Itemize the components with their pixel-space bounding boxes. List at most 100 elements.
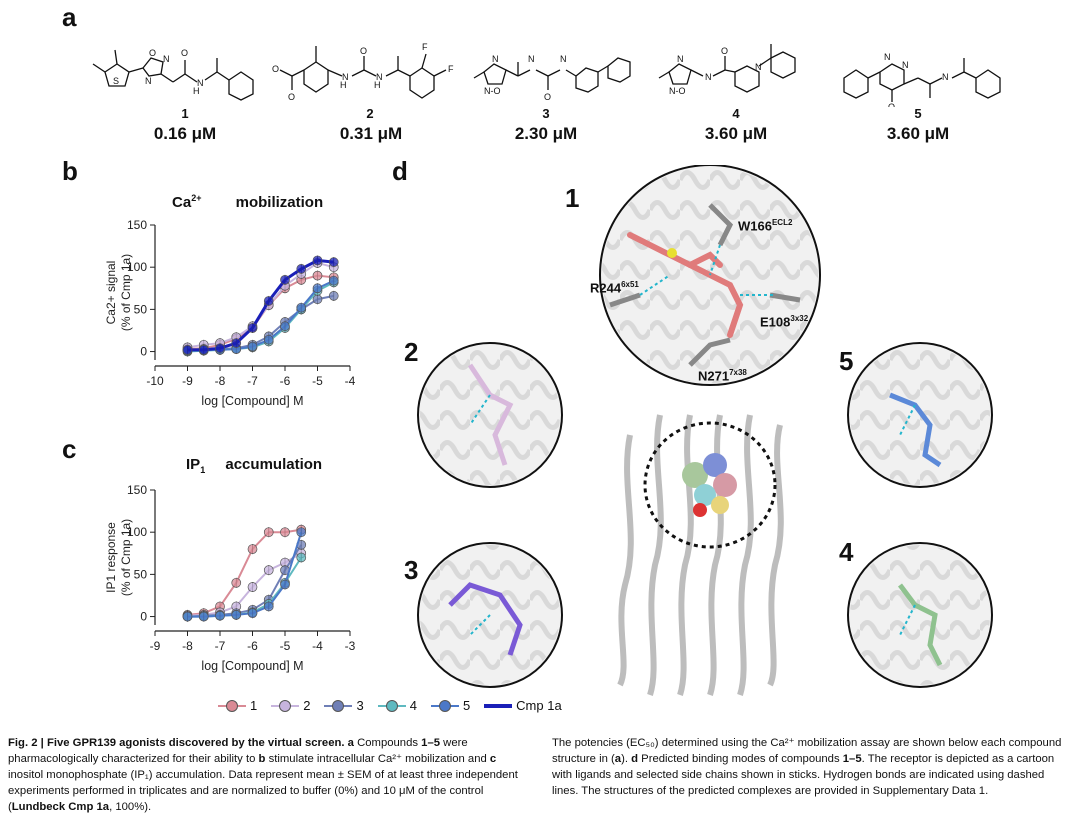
svg-text:N-O: N-O	[669, 86, 686, 96]
compound-2-label: 2	[366, 106, 374, 121]
y-tick-label: 50	[134, 567, 148, 581]
legend-label: 2	[303, 698, 311, 713]
chart-legend: 1 2 3 4 5 Cmp 1a	[218, 698, 562, 713]
caption-right: The potencies (EC₅₀) determined using th…	[552, 737, 1062, 797]
series-0-5-point	[328, 257, 339, 267]
compound-4-label: 4	[732, 106, 740, 121]
svg-text:N: N	[342, 72, 349, 82]
svg-text:N: N	[145, 76, 152, 86]
series-1-1-point	[247, 582, 258, 592]
y-axis-label-line1: IP1 response	[104, 522, 118, 593]
svg-text:N: N	[528, 54, 535, 64]
chart-c-title-sub: 1	[200, 465, 206, 475]
svg-text:F: F	[422, 42, 428, 52]
svg-text:N: N	[942, 72, 949, 82]
series-0-5-point	[231, 338, 242, 348]
complex-4-label: 4	[839, 537, 854, 567]
complex-1-label: 1	[565, 183, 580, 213]
series-1-4-point	[215, 610, 225, 621]
y-tick-label: 100	[127, 260, 147, 274]
legend-item: 2	[271, 698, 310, 713]
svg-text:N: N	[560, 54, 567, 64]
x-tick-label: -4	[345, 374, 356, 388]
series-1-4-point	[198, 611, 209, 622]
svg-text:N-O: N-O	[484, 86, 501, 96]
legend-symbol	[430, 699, 459, 712]
chart-b-title: Ca2+ mobilization	[172, 193, 323, 211]
compound-5-potency: 3.60 μM	[886, 124, 950, 143]
svg-text:N: N	[902, 60, 909, 70]
x-axis-label: log [Compound] M	[201, 659, 303, 673]
residue-r244: R2446x51	[590, 280, 639, 296]
caption-left: Fig. 2 | Five GPR139 agonists discovered…	[8, 737, 518, 813]
receptor-cartoon	[617, 414, 784, 696]
series-1-0-point	[263, 527, 274, 538]
svg-text:N: N	[884, 52, 891, 62]
residue-w166: W166ECL2	[738, 218, 793, 234]
series-0-5-point	[263, 296, 274, 306]
svg-text:H: H	[193, 86, 200, 96]
molecule-1-structure: S O N N O H N	[92, 48, 254, 101]
complex-2-label: 2	[404, 337, 419, 367]
legend-symbol	[324, 699, 353, 712]
y-tick-label: 150	[127, 218, 147, 232]
residue-n271: N2717x38	[698, 368, 747, 384]
series-0-0-point	[312, 270, 323, 281]
x-tick-label: -7	[247, 374, 258, 388]
chart-c-title-main: IP	[186, 456, 201, 473]
complex-3-label: 3	[404, 555, 419, 585]
x-tick-label: -6	[247, 639, 258, 653]
series-0-5-point	[312, 255, 323, 266]
series-1-4-point	[231, 610, 242, 620]
svg-text:N: N	[705, 72, 712, 82]
svg-text:O: O	[544, 92, 551, 102]
x-tick-label: -8	[215, 374, 226, 388]
x-tick-label: -9	[150, 639, 161, 653]
complex-4-circle	[847, 542, 993, 688]
series-0-5-point	[296, 264, 307, 274]
series-0-1-line	[187, 261, 335, 349]
compound-5-label: 5	[914, 106, 922, 121]
y-tick-label: 150	[127, 483, 147, 497]
svg-text:O: O	[721, 46, 728, 56]
panel-label-a: a	[62, 2, 77, 32]
series-0-2-line	[187, 294, 334, 351]
chart-b-title-main: Ca	[172, 194, 192, 211]
svg-text:N: N	[492, 54, 499, 64]
x-tick-label: -5	[312, 374, 323, 388]
molecule-4-structure: N N-O N O N	[658, 44, 796, 96]
molecule-2-structure: O O H N O H N F F	[272, 42, 454, 102]
series-1-4-point	[280, 579, 290, 590]
x-tick-label: -3	[345, 639, 356, 653]
chart-b-ca-mobilization: 0 50 100 150 -10 -9 -8 -7 -6 -5 -4 log [Compound] M…	[104, 218, 356, 408]
y-tick-label: 0	[140, 345, 147, 359]
series-0-4-point	[247, 341, 258, 352]
legend-item: 4	[377, 698, 417, 713]
compound-3-label: 3	[542, 106, 550, 121]
series-1-0-point	[247, 544, 258, 554]
legend-symbol	[377, 699, 406, 712]
molecule-3-structure: N N-O N O N	[473, 54, 631, 102]
binding-pocket-outline	[643, 421, 777, 549]
ligand-spheres	[682, 453, 737, 517]
y-axis-label-line1: Ca2+ signal	[104, 261, 118, 325]
series-1-3-point	[296, 552, 307, 563]
series-0-5-line	[187, 258, 334, 352]
svg-text:O: O	[149, 48, 156, 58]
compound-1-label: 1	[181, 106, 189, 121]
chart-c-ip1-accumulation: 0 50 100 150 -9 -8 -7 -6 -5 -4 -3 log [Compound] M I…	[104, 483, 356, 673]
svg-text:O: O	[888, 102, 895, 107]
y-tick-label: 0	[140, 610, 147, 624]
x-tick-label: -7	[215, 639, 226, 653]
svg-text:F: F	[448, 64, 454, 74]
x-tick-label: -4	[312, 639, 323, 653]
x-tick-label: -9	[182, 374, 193, 388]
series-1-4-point	[263, 601, 274, 612]
series-0-4-point	[312, 283, 323, 294]
series-0-4-point	[263, 334, 274, 345]
compound-4-potency: 3.60 μM	[704, 124, 768, 143]
svg-text:N: N	[677, 54, 684, 64]
x-tick-label: -8	[182, 639, 193, 653]
compound-3-potency: 2.30 μM	[514, 124, 578, 143]
svg-text:N: N	[755, 62, 762, 72]
